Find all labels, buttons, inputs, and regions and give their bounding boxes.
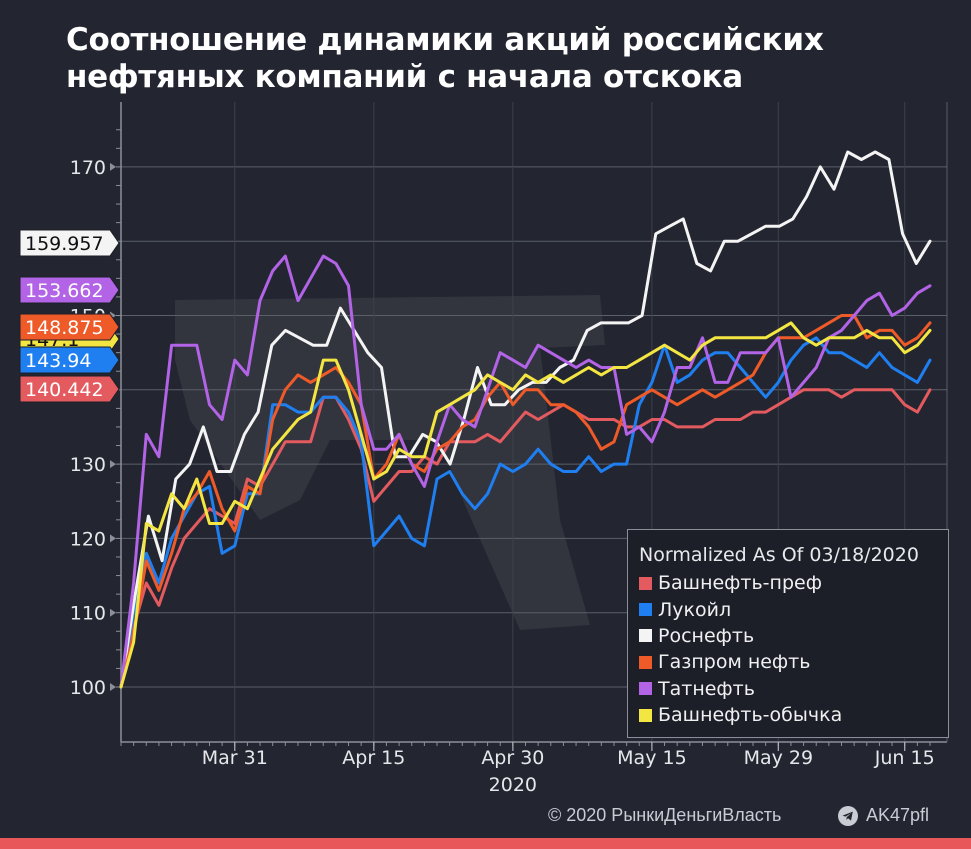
telegram-handle: AK47pfl — [866, 805, 930, 825]
last-value-label-1: 140.442 — [19, 375, 120, 403]
legend-items: Башнефть-преф Лукойл Роснефть Газпром нефть… — [639, 570, 948, 728]
series-lines — [119, 150, 932, 689]
legend-item: Лукойл — [639, 596, 948, 622]
y-tick-marker — [110, 162, 116, 171]
last-value-text: 148.875 — [25, 317, 104, 339]
last-value-label-3: 159.957 — [19, 229, 120, 257]
legend-label: Роснефть — [658, 624, 755, 647]
last-value-text: 153.662 — [25, 280, 104, 302]
y-tick-marker — [110, 460, 116, 469]
y-tick-label: 100 — [70, 677, 106, 699]
y-tick-marker — [110, 534, 116, 543]
telegram-icon — [838, 805, 858, 826]
series-line-3 — [119, 150, 932, 689]
y-tick-label: 110 — [70, 603, 106, 625]
x-tick-label: May 15 — [617, 747, 687, 769]
legend-title: Normalized As Of 03/18/2020 — [639, 544, 919, 566]
legend-item: Башнефть-обычка — [639, 702, 948, 728]
legend-item: Роснефть — [639, 623, 948, 649]
last-value-tag — [19, 346, 120, 374]
last-value-tag — [19, 375, 120, 403]
series-line-2 — [119, 336, 932, 689]
legend-item: Газпром нефть — [639, 649, 948, 675]
legend-label: Башнефть-обычка — [658, 704, 843, 727]
y-tick-label: 120 — [70, 528, 106, 550]
last-value-tag — [19, 229, 120, 257]
legend-label: Газпром нефть — [658, 651, 811, 674]
legend-label: Лукойл — [658, 598, 732, 621]
x-tick-label: May 29 — [744, 747, 814, 769]
last-value-label-4: 148.875 — [19, 313, 120, 341]
footer-telegram: AK47pfl — [838, 805, 929, 826]
last-value-label-2: 143.94 — [19, 346, 120, 374]
y-tick-marker — [110, 683, 116, 691]
x-tick-label: Apr 15 — [342, 747, 405, 769]
legend-swatch — [639, 576, 652, 590]
y-tick-label: 130 — [70, 454, 106, 476]
legend-swatch — [639, 655, 652, 669]
legend: Normalized As Of 03/18/2020 Башнефть-пре… — [627, 529, 949, 738]
legend-swatch — [639, 629, 652, 643]
legend-label: Башнефть-преф — [658, 572, 822, 595]
legend-swatch — [639, 603, 652, 617]
last-value-text: 143.94 — [25, 350, 91, 372]
series-line-1 — [119, 388, 932, 689]
footer-copyright: © 2020 РынкиДеньгиВласть — [548, 805, 782, 825]
legend-swatch — [639, 682, 652, 696]
x-tick-label: Mar 31 — [202, 747, 268, 769]
watermark-rifle-silhouette — [175, 295, 605, 630]
series-line-6 — [119, 321, 932, 689]
last-value-tag — [19, 276, 120, 304]
x-tick-label: Apr 30 — [481, 747, 544, 769]
legend-item: Башнефть-преф — [639, 570, 948, 596]
legend-item: Татнефть — [639, 676, 948, 702]
last-value-text: 140.442 — [25, 379, 104, 401]
last-value-tag — [19, 313, 120, 341]
legend-label: Татнефть — [658, 677, 755, 700]
last-value-label-5: 153.662 — [19, 276, 120, 304]
series-line-5 — [119, 254, 932, 689]
y-tick-label: 170 — [70, 157, 106, 179]
accent-bar — [0, 838, 971, 849]
legend-swatch — [639, 708, 652, 722]
last-value-text: 159.957 — [25, 233, 104, 255]
y-tick-marker — [110, 608, 116, 617]
chart-title: Соотношение динамики акций российских не… — [66, 22, 824, 95]
x-tick-label: Jun 15 — [874, 747, 935, 769]
x-tick-year-label: 2020 — [489, 774, 537, 796]
